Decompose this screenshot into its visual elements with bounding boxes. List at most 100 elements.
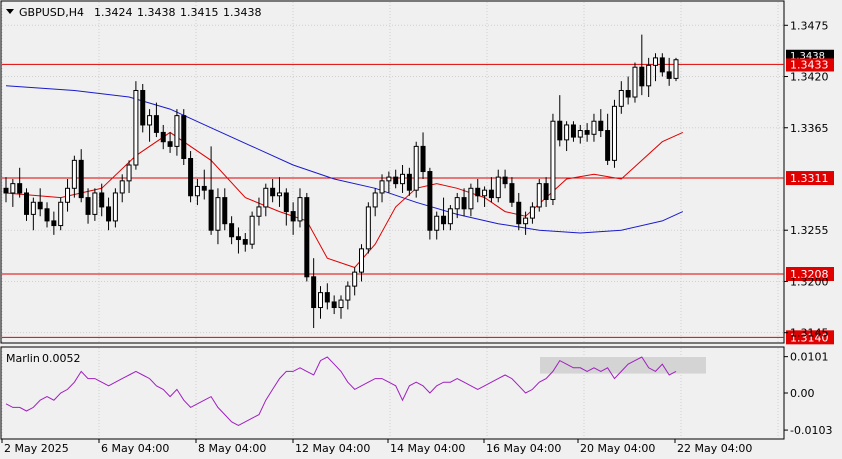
current-price-label: 1.3438 (790, 51, 825, 62)
level-price-tag (786, 267, 834, 281)
candle (3, 177, 9, 203)
time-tick-label: 12 May 04:00 (295, 442, 370, 455)
candle (461, 188, 467, 217)
candle (24, 188, 30, 221)
candle (359, 244, 365, 282)
candle (441, 197, 447, 231)
candle (304, 192, 310, 282)
candle (229, 216, 235, 245)
candle (167, 132, 173, 153)
low-value: 1.3415 (180, 6, 219, 19)
indicator-value: 0.0052 (42, 352, 81, 365)
candle (475, 178, 481, 203)
candle (495, 169, 501, 203)
indicator-tick-label: -0.0103 (790, 424, 832, 437)
candle (523, 211, 529, 235)
candle (71, 155, 77, 198)
candle (126, 160, 132, 193)
price-tick-label: 1.3200 (790, 275, 829, 288)
candle (632, 62, 638, 103)
candle (482, 186, 488, 207)
candle (235, 227, 241, 254)
price-tick-label: 1.3420 (790, 71, 829, 84)
candle (557, 95, 563, 147)
candle (338, 295, 344, 319)
candle (611, 99, 617, 168)
current-price-tag (786, 49, 834, 60)
candle (181, 109, 187, 166)
high-value: 1.3438 (137, 6, 176, 19)
symbol-label: GBPUSD,H4 (19, 6, 84, 19)
candle (488, 177, 494, 203)
candle (215, 188, 221, 245)
candle (290, 202, 296, 235)
price-tick-label: 1.3365 (790, 122, 829, 135)
candle (666, 57, 672, 86)
candle (51, 211, 57, 235)
candle (434, 211, 440, 240)
candle (516, 192, 522, 231)
candle (10, 178, 16, 207)
open-value: 1.3424 (94, 6, 133, 19)
candle (550, 113, 556, 206)
candle (379, 174, 385, 203)
grid-lines (1, 2, 784, 438)
main-pane-frame (0, 0, 785, 344)
oscillator-pane: 0.0101 0.00 -0.0103 (5, 351, 832, 437)
candle (605, 113, 611, 166)
candle (140, 83, 146, 133)
indicator-name: Marlin (6, 352, 40, 365)
candle (646, 57, 652, 98)
candle (543, 177, 549, 207)
candle (283, 188, 289, 226)
candle (30, 197, 36, 231)
candle (345, 281, 351, 310)
candle (17, 167, 23, 198)
candle (99, 183, 105, 217)
candle (297, 188, 303, 228)
level-price-label: 1.3208 (790, 268, 829, 281)
candle (427, 167, 433, 240)
candle (454, 192, 460, 219)
candle (365, 202, 371, 254)
candle (618, 81, 624, 114)
time-axis: 2 May 2025 6 May 04:00 8 May 04:00 12 May 0… (1, 439, 752, 455)
highlight-zone (540, 357, 706, 374)
candle (44, 202, 50, 228)
candle (386, 171, 392, 193)
candle (406, 167, 412, 196)
price-tick-label: 1.3255 (790, 224, 829, 237)
candle (256, 197, 262, 226)
level-price-tag (786, 330, 834, 345)
level-price-label: 1.3140 (790, 331, 829, 344)
candle (529, 202, 535, 224)
candle (447, 205, 453, 231)
candle (673, 57, 679, 82)
candle (78, 149, 84, 203)
dropdown-triangle-icon[interactable] (6, 9, 14, 14)
level-price-label: 1.3433 (790, 58, 829, 71)
candle (352, 267, 358, 296)
candle (201, 169, 207, 200)
candle (372, 188, 378, 217)
candle (92, 188, 98, 221)
price-tick-label: 1.3145 (790, 327, 829, 340)
candle (188, 151, 194, 203)
candle (174, 109, 180, 156)
candle (393, 169, 399, 189)
candle (324, 283, 330, 310)
candle (659, 53, 665, 77)
candle (570, 121, 576, 142)
candle (153, 102, 159, 138)
candle (311, 258, 317, 329)
time-tick-label: 16 May 04:00 (486, 442, 561, 455)
price-tick-label: 1.3475 (790, 19, 829, 32)
indicator-tick-label: 0.0101 (790, 351, 829, 364)
level-price-tag (786, 58, 834, 72)
candle (58, 197, 64, 231)
candle (160, 124, 166, 150)
candle (598, 109, 604, 138)
